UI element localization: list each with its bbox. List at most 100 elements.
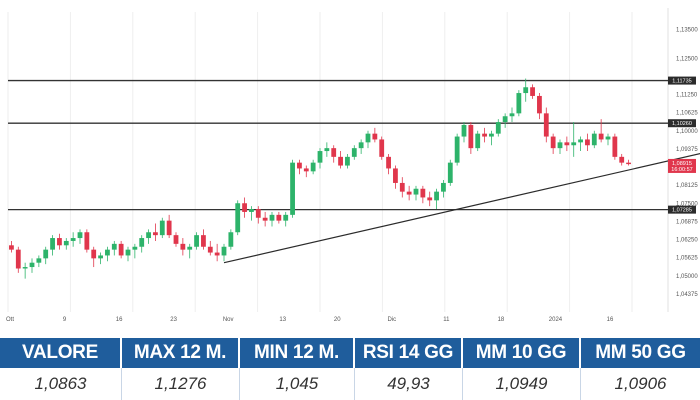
candle-body [386, 157, 391, 169]
candle-body [455, 137, 460, 163]
level-label: 1,07285 [672, 208, 692, 214]
candle-body [132, 247, 137, 250]
x-tick-label: 13 [279, 317, 286, 323]
candle-body [187, 247, 192, 250]
candle-body [146, 232, 151, 238]
candle-body [503, 116, 508, 122]
candle-body [372, 134, 377, 140]
stats-value-row: 1,0863 1,1276 1,045 49,93 1,0949 1,0906 [0, 368, 700, 400]
y-tick-label: 1,06250 [676, 238, 698, 244]
candle-body [112, 244, 117, 250]
candle-body [379, 139, 384, 156]
stats-table: VALORE MAX 12 M. MIN 12 M. RSI 14 GG MM … [0, 338, 700, 400]
candle-body [201, 235, 206, 247]
candlestick-chart: 1,13500 1,12500 1,11250 1,10625 1,10000 1,093… [0, 0, 700, 338]
candle-body [153, 232, 158, 235]
candle-body [400, 183, 405, 192]
candle-body [256, 209, 261, 218]
candle-body [297, 163, 302, 169]
candle-body [174, 235, 179, 244]
candle-body [345, 157, 350, 166]
candle-body [311, 163, 316, 172]
candle-body [71, 238, 76, 241]
value-valore: 1,0863 [0, 368, 122, 400]
header-rsi-14gg: RSI 14 GG [355, 338, 463, 368]
candle-body [30, 263, 35, 267]
candle-body [338, 157, 343, 166]
candle-body [441, 183, 446, 192]
x-tick-label: 9 [63, 317, 67, 323]
y-tick-label: 1,09375 [676, 147, 698, 153]
candle-body [475, 134, 480, 149]
candle-body [290, 163, 295, 215]
candle-body [352, 148, 357, 157]
candle-body [489, 134, 494, 137]
candle-body [571, 142, 576, 145]
candle-body [619, 157, 624, 163]
candle-body [462, 125, 467, 137]
candle-body [98, 255, 103, 258]
y-tick-label: 1,04375 [676, 292, 698, 298]
candle-body [126, 250, 131, 256]
x-tick-label: Nov [223, 317, 234, 323]
candle-body [78, 232, 83, 238]
value-mm-10gg: 1,0949 [463, 368, 581, 400]
y-tick-label: 1,10000 [676, 129, 698, 135]
header-valore: VALORE [0, 338, 122, 368]
candle-body [448, 163, 453, 183]
candle-body [167, 221, 172, 236]
candle-body [482, 134, 487, 137]
candle-body [276, 215, 281, 221]
price-chart: 1,13500 1,12500 1,11250 1,10625 1,10000 1,093… [0, 0, 700, 338]
candle-body [283, 215, 288, 221]
value-mm-50gg: 1,0906 [581, 368, 700, 400]
y-tick-label: 1,10625 [676, 111, 698, 117]
candle-body [194, 235, 199, 247]
candle-body [324, 148, 329, 151]
candle-body [105, 250, 110, 256]
candle-body [510, 113, 515, 116]
candle-body [263, 218, 268, 221]
current-time-label: 16:00:57 [671, 167, 692, 173]
candle-body [434, 192, 439, 201]
candle-body [366, 134, 371, 143]
x-tick-label: 16 [607, 317, 614, 323]
candle-body [43, 250, 48, 259]
candle-body [331, 148, 336, 157]
candle-body [208, 247, 213, 253]
y-tick-label: 1,05625 [676, 256, 698, 262]
x-tick-label: 11 [443, 317, 450, 323]
candle-body [626, 163, 631, 164]
value-min-12m: 1,045 [240, 368, 355, 400]
candle-body [578, 139, 583, 142]
y-tick-label: 1,11250 [676, 93, 698, 99]
candle-body [544, 113, 549, 136]
candle-body [91, 250, 96, 259]
candle-body [414, 189, 419, 195]
candle-body [393, 168, 398, 183]
candle-body [222, 247, 227, 256]
candle-body [468, 125, 473, 148]
candle-body [36, 258, 41, 262]
trend-line [224, 150, 700, 263]
value-rsi-14gg: 49,93 [355, 368, 463, 400]
header-min-12m: MIN 12 M. [240, 338, 355, 368]
candle-body [585, 139, 590, 145]
candle-body [304, 168, 309, 171]
candle-body [407, 192, 412, 195]
y-tick-label: 1,13500 [676, 27, 698, 33]
candle-body [242, 203, 247, 212]
candle-body [119, 244, 124, 256]
candle-body [64, 241, 69, 245]
candle-body [606, 137, 611, 140]
x-tick-label: 20 [334, 317, 341, 323]
candle-body [592, 134, 597, 146]
candle-body [9, 245, 14, 249]
candle-body [50, 238, 55, 250]
y-tick-label: 1,05000 [676, 274, 698, 280]
candle-body [139, 238, 144, 247]
candle-body [228, 232, 233, 247]
candle-body [84, 232, 89, 249]
candle-body [270, 215, 275, 221]
x-tick-label: 18 [498, 317, 505, 323]
